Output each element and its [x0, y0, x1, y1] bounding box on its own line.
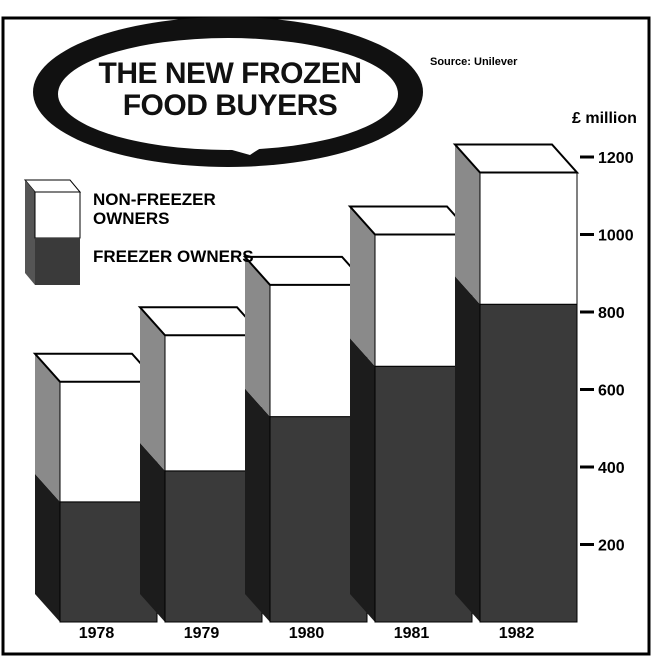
bar	[480, 304, 577, 622]
bar	[480, 173, 577, 305]
bar-side	[455, 276, 480, 622]
x-tick-label: 1982	[499, 625, 535, 642]
legend-label: NON-FREEZER OWNERS	[93, 190, 263, 228]
x-tick-label: 1980	[289, 625, 325, 642]
y-axis-label: £ million	[572, 110, 637, 128]
page: 200 400 600 800 1000 1200 1978 1979 1980 1981 1982…	[0, 0, 655, 659]
x-tick-label: 1981	[394, 625, 430, 642]
y-tick-label: 600	[598, 383, 625, 400]
legend-icon	[25, 180, 80, 285]
chart-title: THE NEW FROZEN FOOD BUYERS	[80, 58, 380, 122]
y-tick-label: 200	[598, 538, 625, 555]
bar-side	[245, 389, 270, 622]
source: Source: Unilever	[430, 56, 517, 68]
bar-side	[140, 443, 165, 622]
y-tick-label: 800	[598, 305, 625, 322]
y-tick-label: 400	[598, 460, 625, 477]
x-tick-label: 1979	[184, 625, 220, 642]
x-tick-label: 1978	[79, 625, 115, 642]
bar-side	[350, 338, 375, 622]
legend-label: FREEZER OWNERS	[93, 247, 263, 266]
y-tick-label: 1200	[598, 150, 634, 167]
y-tick-label: 1000	[598, 228, 634, 245]
